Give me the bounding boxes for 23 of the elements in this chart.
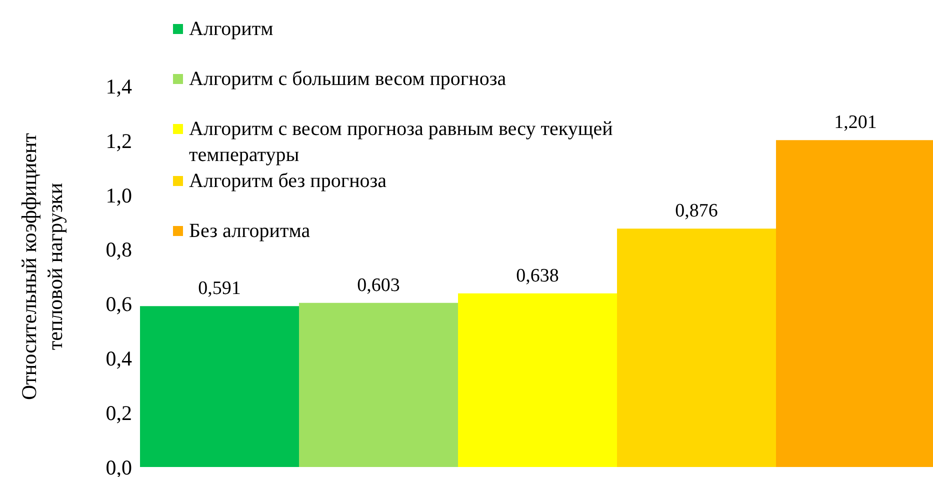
legend-label: Алгоритм без прогноза (189, 169, 387, 194)
data-label: 0,603 (357, 274, 400, 296)
y-tick-label: 1,2 (106, 128, 132, 153)
y-tick-label: 1,0 (106, 183, 132, 208)
legend-label: Алгоритм с большим весом прогноза (189, 67, 506, 92)
data-label: 0,876 (675, 200, 718, 222)
y-tick-label: 1,4 (106, 74, 132, 98)
legend-label: Алгоритм (189, 17, 274, 42)
legend-label: Алгоритм с весом прогноза равным весу текущей температуры (189, 117, 614, 168)
bar (617, 228, 776, 467)
data-label: 0,591 (198, 278, 241, 300)
bar (299, 302, 458, 467)
data-label: 0,638 (516, 265, 559, 286)
y-axis-title: Относительный коэффициент тепловой нагрузки (17, 133, 67, 400)
bar (140, 306, 299, 467)
y-tick-label: 0,2 (106, 401, 132, 426)
data-label: 1,201 (834, 112, 877, 134)
y-tick-label: 0,6 (106, 292, 132, 316)
y-tick-label: 0,8 (106, 238, 132, 262)
y-tick-label: 0,4 (106, 346, 132, 371)
bar (776, 140, 933, 467)
bar (458, 293, 617, 467)
legend-label: Без алгоритма (189, 219, 310, 244)
